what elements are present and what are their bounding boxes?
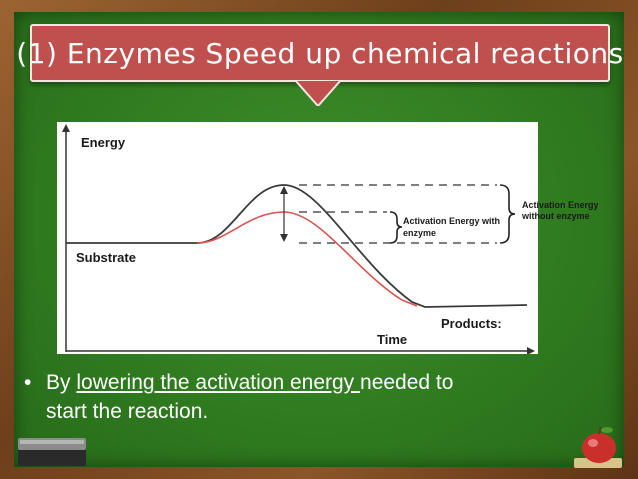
time-label: Time [377, 332, 408, 347]
x-axis-arrow [527, 347, 535, 354]
activation-energy-without-enzyme-label: Activation Energy without enzyme [522, 200, 599, 221]
bracket-without-enzyme [499, 184, 516, 244]
activation-arrow-down [280, 234, 288, 242]
bracket-with-enzyme [389, 211, 403, 244]
slide-title: (1) Enzymes Speed up chemical reactions [16, 36, 624, 70]
bullet-underlined: lowering the activation energy [76, 371, 361, 394]
bullet-line-1: By lowering the activation energy needed… [46, 368, 453, 397]
bullet-suffix: needed to [360, 371, 454, 394]
energy-label: Energy [81, 135, 126, 150]
bullet-line-2: start the reaction. [46, 400, 209, 423]
energy-diagram: Energy Substrate Products: Time Activati… [57, 122, 599, 354]
bullet-prefix: By [46, 371, 77, 394]
apple-icon [574, 426, 622, 468]
bullet-marker: • [24, 371, 32, 394]
down-arrow-icon [295, 80, 341, 106]
activation-energy-with-enzyme-label: Activation Energy with enzyme [403, 216, 501, 238]
eraser-icon [18, 438, 86, 466]
title-banner: (1) Enzymes Speed up chemical reactions [16, 24, 623, 82]
products-label: Products: [441, 316, 502, 331]
curve-with-enzyme [196, 211, 418, 307]
y-axis-arrow [62, 124, 70, 132]
substrate-label: Substrate [76, 250, 136, 265]
activation-arrow-up [280, 186, 288, 194]
diagram-svg [62, 124, 535, 354]
curve-without-enzyme [66, 184, 528, 308]
